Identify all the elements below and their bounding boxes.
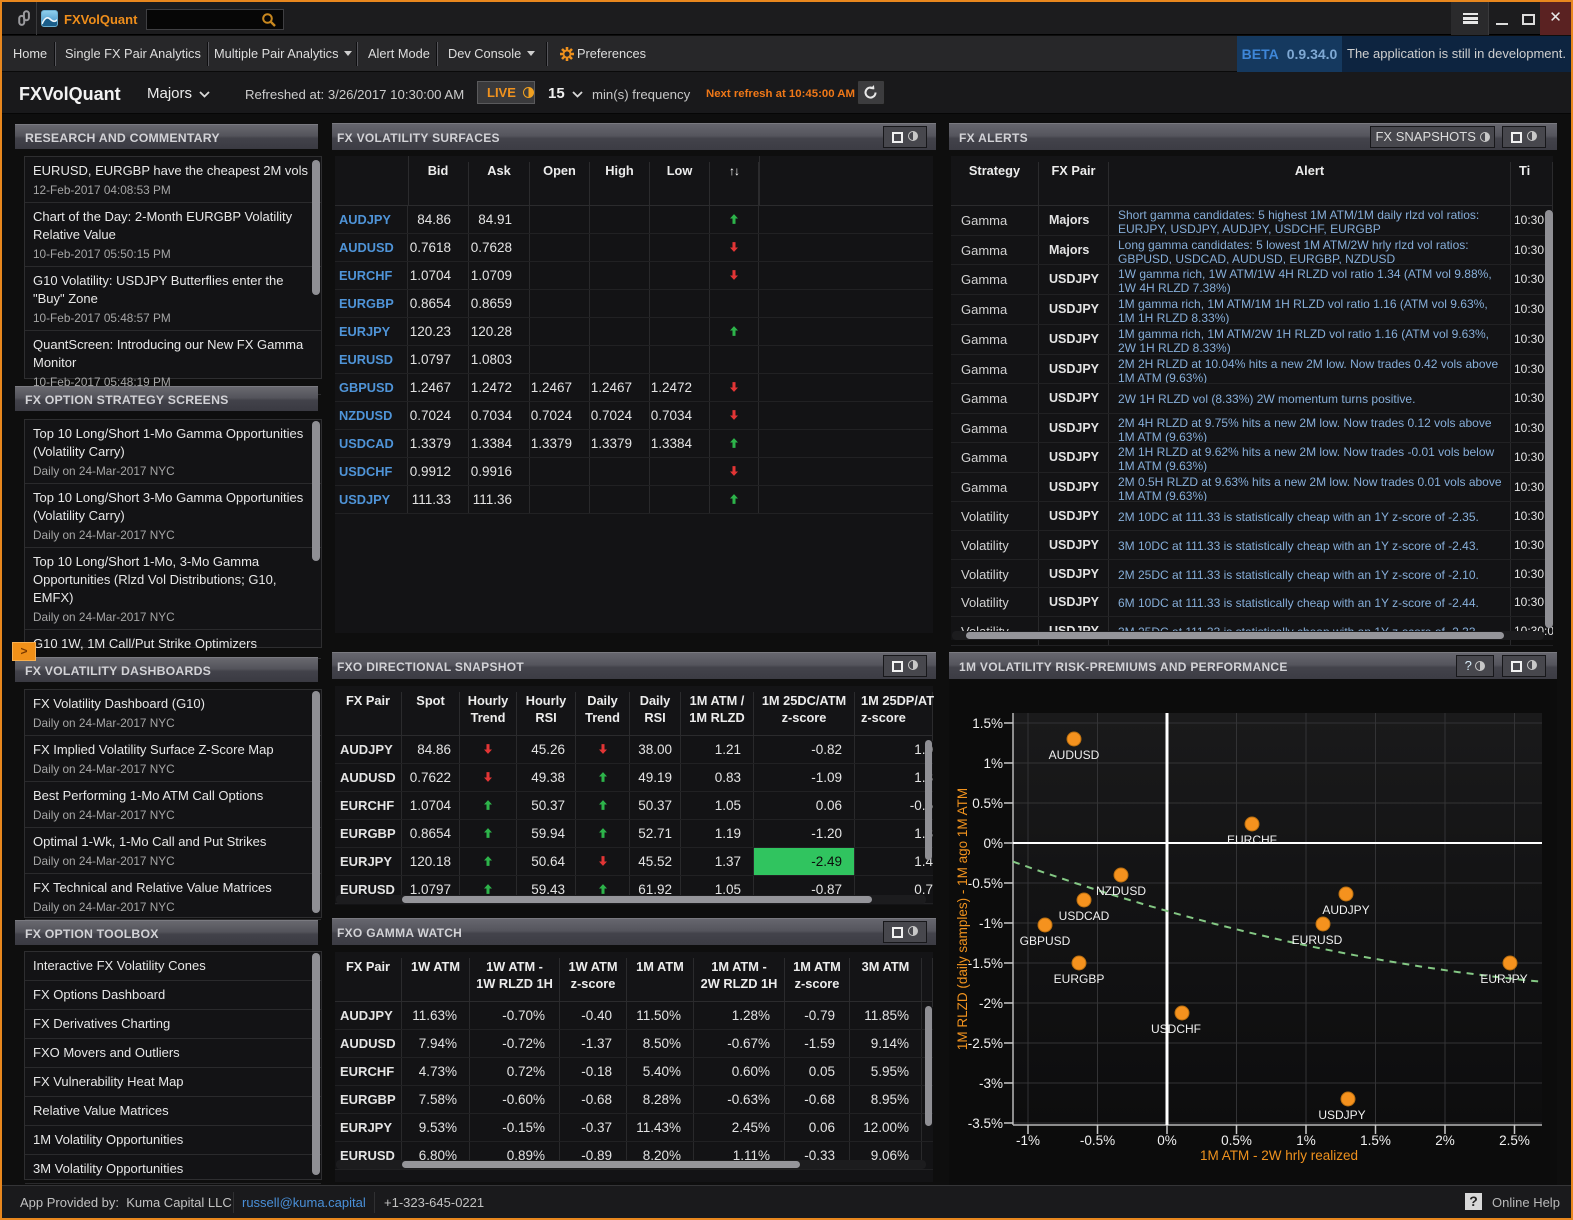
svg-text:USDCHF: USDCHF xyxy=(1151,1022,1201,1036)
svg-text:-1.5%: -1.5% xyxy=(968,956,1003,971)
svg-text:0%: 0% xyxy=(1157,1133,1177,1148)
svg-text:1M RLZD (daily samples) - 1M a: 1M RLZD (daily samples) - 1M ago 1M ATM xyxy=(955,788,970,1050)
svg-text:AUDJPY: AUDJPY xyxy=(1322,903,1369,917)
svg-text:EURJPY: EURJPY xyxy=(1480,972,1527,986)
svg-text:-2%: -2% xyxy=(979,996,1003,1011)
svg-text:2.5%: 2.5% xyxy=(1499,1133,1530,1148)
svg-text:0.5%: 0.5% xyxy=(972,796,1003,811)
svg-text:USDJPY: USDJPY xyxy=(1318,1108,1365,1122)
svg-text:-3.5%: -3.5% xyxy=(968,1116,1003,1131)
svg-text:EURGBP: EURGBP xyxy=(1054,972,1105,986)
svg-text:-2.5%: -2.5% xyxy=(968,1036,1003,1051)
svg-text:NZDUSD: NZDUSD xyxy=(1096,884,1146,898)
svg-text:USDCAD: USDCAD xyxy=(1059,909,1110,923)
svg-text:-0.5%: -0.5% xyxy=(968,876,1003,891)
svg-text:-1%: -1% xyxy=(1016,1133,1040,1148)
svg-text:0%: 0% xyxy=(983,836,1003,851)
svg-text:GBPUSD: GBPUSD xyxy=(1020,934,1071,948)
svg-text:1.5%: 1.5% xyxy=(1360,1133,1391,1148)
svg-text:AUDUSD: AUDUSD xyxy=(1049,748,1100,762)
svg-text:EURUSD: EURUSD xyxy=(1292,933,1343,947)
svg-text:0.5%: 0.5% xyxy=(1221,1133,1252,1148)
svg-text:1.5%: 1.5% xyxy=(972,716,1003,731)
svg-text:2%: 2% xyxy=(1435,1133,1455,1148)
svg-text:1%: 1% xyxy=(1296,1133,1316,1148)
svg-text:1%: 1% xyxy=(983,756,1003,771)
svg-text:EURCHF: EURCHF xyxy=(1227,833,1277,847)
svg-text:-3%: -3% xyxy=(979,1076,1003,1091)
svg-text:-1%: -1% xyxy=(979,916,1003,931)
svg-text:1M ATM - 2W hrly realized: 1M ATM - 2W hrly realized xyxy=(1200,1148,1358,1163)
svg-text:-0.5%: -0.5% xyxy=(1080,1133,1115,1148)
